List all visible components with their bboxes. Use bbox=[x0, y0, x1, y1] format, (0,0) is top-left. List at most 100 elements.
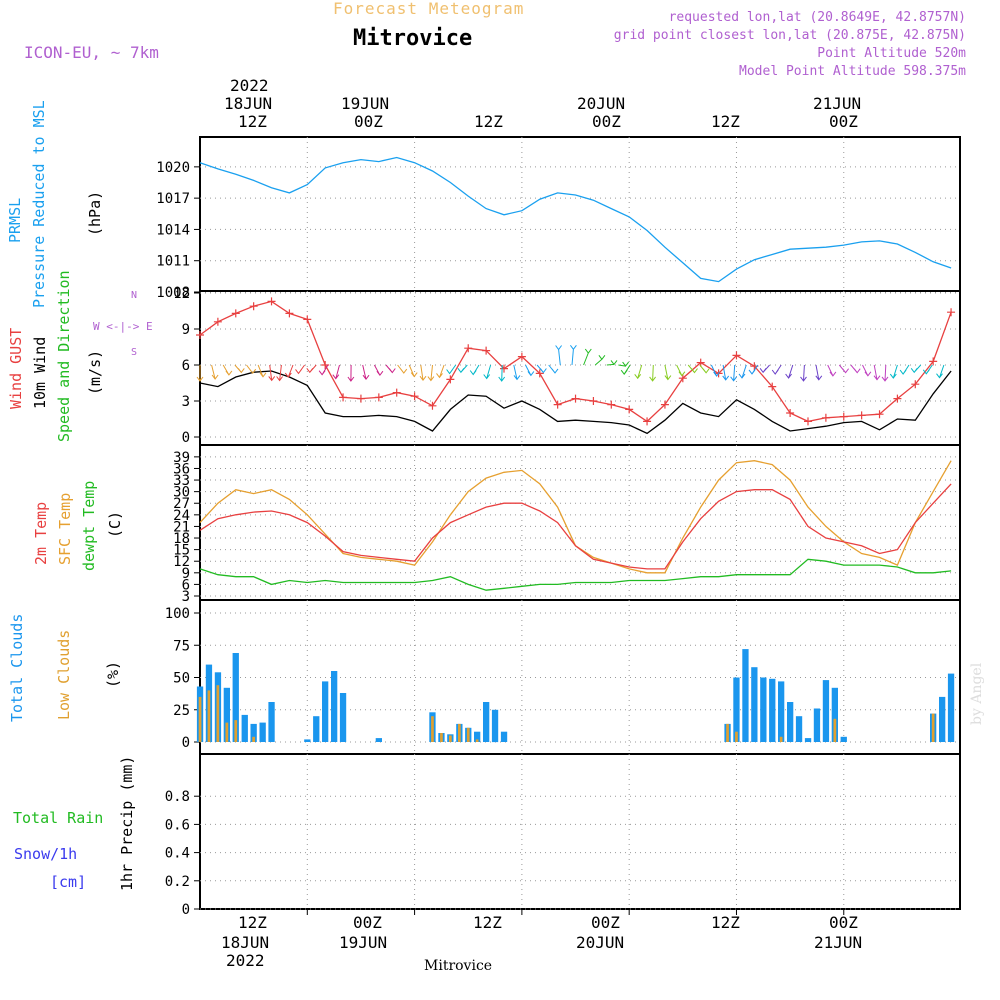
low-cloud-bar bbox=[726, 723, 729, 742]
gust-marker bbox=[643, 417, 652, 426]
gust-marker bbox=[607, 400, 616, 409]
gust-marker bbox=[249, 302, 258, 311]
wind-arrow bbox=[257, 364, 267, 378]
bottom-hour-4: 00Z bbox=[591, 913, 620, 932]
wind-arrow bbox=[347, 364, 355, 382]
top-day-2: 19JUN bbox=[341, 94, 390, 113]
top-day-4: 20JUN bbox=[577, 94, 626, 113]
total-cloud-bar bbox=[223, 687, 230, 742]
wind-arrow bbox=[899, 364, 910, 375]
wind-arrow bbox=[276, 364, 283, 382]
gust-line bbox=[199, 300, 952, 423]
y-tick-label: 30 bbox=[173, 485, 190, 501]
top-day-1: 18JUN bbox=[224, 94, 273, 113]
total-cloud-bar bbox=[322, 681, 329, 742]
compass-west-east: W <-|-> E bbox=[93, 320, 153, 333]
gust-marker bbox=[500, 364, 508, 373]
wind-arrow bbox=[785, 364, 794, 379]
point-altitude: Point Altitude 520m bbox=[817, 46, 966, 61]
low-cloud-bar bbox=[779, 736, 783, 742]
compass-north: N bbox=[131, 290, 138, 301]
wind-arrow bbox=[881, 364, 889, 382]
y-tick-label: 18 bbox=[173, 531, 190, 547]
low-cloud-bar bbox=[833, 718, 837, 742]
y-tick-label: 33 bbox=[173, 473, 190, 489]
gust-marker bbox=[356, 394, 365, 403]
top-year: 2022 bbox=[230, 76, 269, 95]
wind-arrow bbox=[385, 364, 396, 374]
total-cloud-bar bbox=[778, 681, 785, 742]
dewpoint-line bbox=[199, 558, 952, 591]
requested-coords: requested lon,lat (20.8649E, 42.8757N) bbox=[668, 10, 966, 25]
bottom-hour-6: 00Z bbox=[829, 913, 858, 932]
y-tick-label: 27 bbox=[173, 496, 190, 512]
total-cloud-bar bbox=[840, 736, 847, 742]
gust-marker bbox=[464, 344, 473, 353]
gust-marker bbox=[428, 401, 437, 410]
wind-arrow bbox=[664, 364, 672, 381]
top-hour-6: 00Z bbox=[829, 112, 858, 131]
gust-marker bbox=[696, 358, 705, 367]
wind-arrow bbox=[555, 345, 562, 366]
gust-marker bbox=[660, 400, 669, 409]
gust-marker bbox=[625, 405, 634, 414]
gust-marker bbox=[410, 392, 419, 401]
gust-marker bbox=[911, 380, 920, 389]
y-tick-label: 9 bbox=[182, 566, 190, 582]
wind-arrow bbox=[699, 364, 710, 374]
bottom-day-4: 20JUN bbox=[576, 933, 625, 952]
gust-marker bbox=[893, 394, 902, 403]
y-tick-label: 15 bbox=[173, 543, 190, 559]
gust-marker bbox=[482, 346, 491, 355]
gust-marker bbox=[929, 357, 938, 366]
gust-marker bbox=[196, 331, 204, 339]
total-cloud-bar bbox=[804, 738, 812, 742]
top-hour-1: 12Z bbox=[238, 112, 267, 131]
top-hour-5: 12Z bbox=[711, 112, 740, 131]
station-label: Mitrovice bbox=[424, 958, 493, 974]
gust-marker bbox=[947, 308, 956, 317]
gust-marker bbox=[589, 397, 598, 405]
total-cloud-bar bbox=[331, 671, 338, 742]
wind-arrow bbox=[498, 364, 506, 382]
wind-arrow bbox=[748, 364, 759, 375]
gust-marker bbox=[392, 388, 401, 397]
wind-arrow bbox=[211, 364, 219, 380]
label-snow: Snow/1h bbox=[14, 845, 78, 863]
wind-arrow bbox=[850, 364, 861, 374]
wind-arrow bbox=[446, 364, 457, 375]
total-cloud-bar bbox=[259, 722, 266, 742]
gust-marker bbox=[231, 309, 240, 318]
gust-marker bbox=[839, 412, 848, 421]
wind-arrow bbox=[759, 364, 770, 374]
y-tick-label: 12 bbox=[173, 286, 190, 302]
gust-marker bbox=[804, 417, 812, 426]
wind-arrow bbox=[815, 364, 823, 381]
gust-marker bbox=[553, 400, 562, 409]
low-cloud-bar bbox=[431, 716, 434, 742]
wind-arrow bbox=[730, 364, 737, 382]
wind-arrow bbox=[606, 360, 618, 366]
gust-marker bbox=[303, 315, 312, 324]
total-cloud-bar bbox=[241, 714, 248, 742]
gust-marker bbox=[732, 351, 741, 360]
bottom-hour-2: 00Z bbox=[353, 913, 382, 932]
gust-marker bbox=[678, 374, 687, 383]
y-tick-label: 1008 bbox=[156, 285, 190, 301]
wind-arrow bbox=[889, 364, 898, 379]
total-cloud-bar bbox=[769, 678, 776, 742]
bottom-day-1: 18JUN bbox=[221, 933, 270, 952]
low-cloud-bar bbox=[252, 736, 255, 742]
wind-arrow bbox=[649, 364, 656, 382]
y-tick-label: 0.6 bbox=[165, 817, 190, 833]
top-hour-4: 00Z bbox=[592, 112, 621, 131]
label-snow-unit: [cm] bbox=[50, 873, 87, 891]
total-cloud-bar bbox=[339, 693, 347, 742]
wind-arrow bbox=[738, 364, 747, 379]
wind-arrow bbox=[525, 364, 535, 377]
total-cloud-bar bbox=[795, 716, 803, 742]
total-cloud-bar bbox=[232, 653, 239, 742]
gust-marker bbox=[285, 309, 294, 318]
y-tick-label: 24 bbox=[173, 508, 190, 524]
wind-arrow bbox=[922, 364, 933, 375]
